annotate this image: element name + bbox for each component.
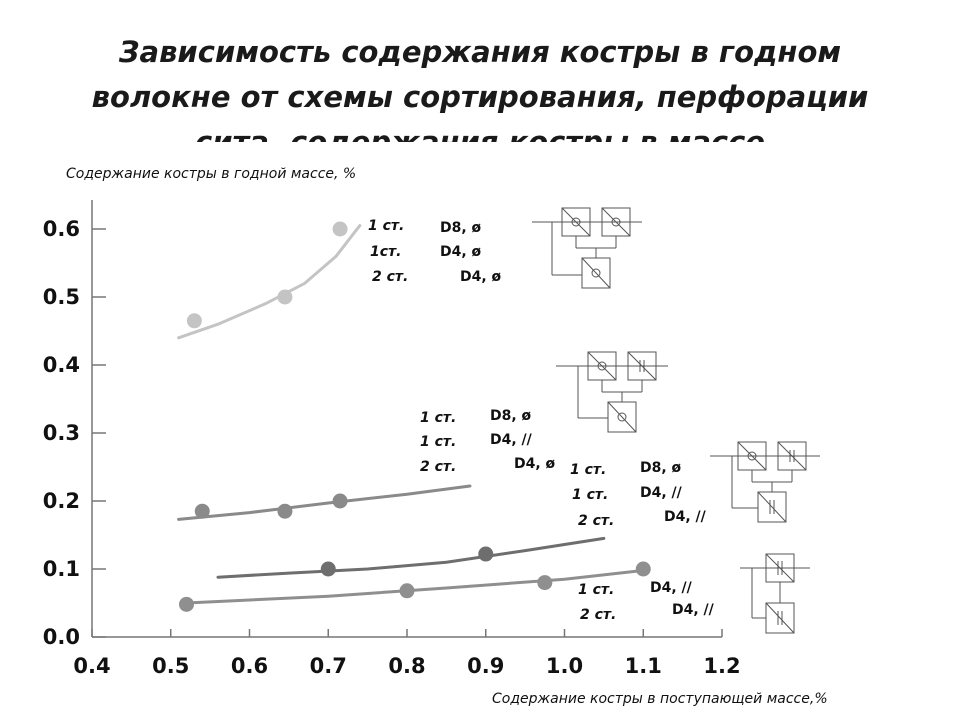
scheme-diagram-2 — [556, 351, 668, 433]
scheme-diagram-3 — [710, 441, 820, 523]
legend-stage-label: 1 ст. — [420, 434, 456, 450]
data-point-series-4 — [399, 583, 415, 599]
legend-sieve-label: D4, // — [490, 432, 533, 448]
legend-series-3: 1 ст. D8, ø 1 ст. D4, // 2 ст. D4, // — [570, 460, 707, 529]
x-ticks: 0.4 0.5 0.6 0.7 0.8 0.9 1.0 1.1 1.2 — [73, 629, 741, 678]
y-tick-label: 0.3 — [43, 421, 80, 445]
data-point-series-1 — [186, 313, 202, 329]
data-point-series-4 — [635, 561, 651, 577]
y-tick-label: 0.5 — [43, 285, 80, 309]
legend-stage-label: 1 ст. — [420, 410, 456, 426]
y-tick-label: 0.2 — [43, 489, 80, 513]
data-point-series-4 — [537, 575, 553, 591]
sieve-box — [757, 491, 787, 523]
trend-line-series-2 — [177, 484, 472, 521]
sieve-box — [607, 401, 637, 433]
x-tick-label: 0.9 — [467, 654, 504, 678]
trend-lines — [177, 224, 645, 605]
data-point-series-4 — [179, 596, 194, 612]
legend-sieve-label: D8, ø — [640, 460, 682, 476]
x-tick-label: 0.7 — [310, 654, 347, 678]
trend-line-series-4 — [185, 568, 645, 605]
legend-sieve-label: D4, ø — [440, 244, 482, 260]
sieve-box — [765, 602, 795, 634]
x-tick-label: 1.1 — [625, 654, 662, 678]
legend-sieve-label: D4, ø — [514, 456, 556, 472]
legend-stage-label: 1 ст. — [572, 487, 608, 503]
legend-sieve-label: D4, ø — [460, 269, 502, 285]
data-points — [179, 221, 651, 612]
data-point-series-1 — [277, 289, 293, 305]
legend-stage-label: 2 ст. — [372, 269, 408, 285]
data-point-series-1 — [332, 221, 348, 237]
legend-sieve-label: D4, // — [664, 509, 707, 525]
data-point-series-2 — [194, 503, 210, 519]
legend-sieve-label: D8, ø — [440, 220, 482, 236]
legend-stage-label: 1ст. — [370, 244, 401, 260]
x-tick-label: 0.6 — [231, 654, 268, 678]
data-point-series-2 — [277, 503, 293, 519]
legend-stage-label: 2 ст. — [580, 607, 616, 623]
data-point-series-3 — [320, 561, 336, 577]
slide-title: Зависимость содержания костры в годном в… — [91, 35, 869, 142]
trend-line-series-1 — [177, 224, 362, 340]
legend-stage-label: 1 ст. — [570, 462, 606, 478]
x-tick-label: 0.8 — [388, 654, 425, 678]
y-axis-title: Содержание костры в годной массе, % — [66, 166, 356, 182]
legend-stage-label: 1 ст. — [368, 218, 404, 234]
y-tick-label: 0.4 — [43, 353, 80, 377]
y-ticks: 0.0 0.1 0.2 0.3 0.4 0.5 0.6 — [43, 217, 106, 649]
x-tick-label: 0.4 — [73, 654, 110, 678]
data-point-series-3 — [478, 546, 494, 562]
y-tick-label: 0.0 — [43, 625, 80, 649]
legend-series-4: 1 ст. D4, // 2 ст. D4, // — [578, 580, 715, 623]
legend-series-2: 1 ст. D8, ø 1 ст. D4, // 2 ст. D4, ø — [420, 408, 556, 475]
legend-stage-label: 2 ст. — [578, 513, 614, 529]
y-tick-label: 0.1 — [43, 557, 80, 581]
legend-sieve-label: D8, ø — [490, 408, 532, 424]
scheme-diagram-1 — [532, 207, 642, 289]
x-axis-title: Содержание костры в поступающей массе,% — [492, 691, 828, 707]
scheme-diagram-4 — [740, 553, 810, 634]
x-tick-label: 0.5 — [152, 654, 189, 678]
legend-sieve-label: D4, // — [650, 580, 693, 596]
legend-stage-label: 2 ст. — [420, 459, 456, 475]
legend-sieve-label: D4, // — [640, 485, 683, 501]
y-tick-label: 0.6 — [43, 217, 80, 241]
legend-sieve-label: D4, // — [672, 602, 715, 618]
data-point-series-2 — [332, 493, 348, 509]
trend-line-series-3 — [216, 536, 606, 579]
legend-stage-label: 1 ст. — [578, 582, 614, 598]
legend-series-1: 1 ст. D8, ø 1ст. D4, ø 2 ст. D4, ø — [368, 218, 502, 285]
x-tick-label: 1.0 — [546, 654, 583, 678]
sieve-box — [581, 257, 611, 289]
x-tick-label: 1.2 — [703, 654, 740, 678]
